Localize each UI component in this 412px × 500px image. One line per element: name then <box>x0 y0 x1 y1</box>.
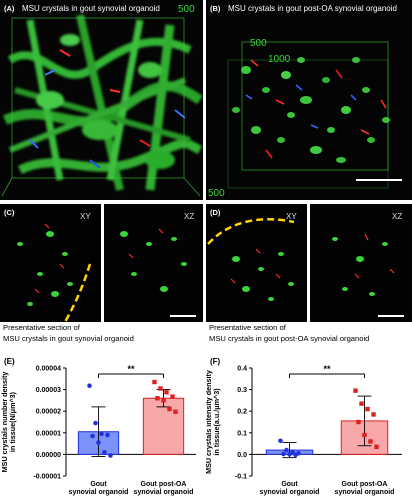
panel-c-xy-image: (C) XY <box>0 204 101 322</box>
chart-e: (E) MSU crystals number density in tissue(… <box>0 357 196 496</box>
chart-f-ylabel-line-2: in tissue(a.u./μm^3) <box>212 388 221 456</box>
chart-e-ylabel-line-1: MSU crystals number density <box>0 372 9 473</box>
panel-c-label: (C) <box>4 208 15 217</box>
chart-e-point <box>102 449 107 455</box>
panel-c-caption-line2: MSU crystals in gout synovial organoid <box>3 334 134 343</box>
chart-f-ylabel-line-1: MSU crystals intensity density <box>206 370 213 474</box>
chart-e-point <box>158 386 163 391</box>
chart-f-significance-label: ** <box>323 364 331 374</box>
panel-b-tick-1: 500 <box>250 38 267 49</box>
chart-f-ytick-label: 0.3 <box>237 387 247 394</box>
chart-e-bar-2 <box>142 397 185 455</box>
panel-d-xy-label: XY <box>286 212 297 221</box>
chart-f-point <box>353 388 358 393</box>
panel-a-microscopy <box>1 14 203 197</box>
panel-d-xz-label: XZ <box>392 212 403 221</box>
panel-b-microscopy <box>227 41 402 189</box>
panel-b-image: (B) MSU crystals in gout post-OA synovia… <box>206 0 412 200</box>
chart-f-ytick-label: 0.2 <box>237 409 247 416</box>
chart-e-ytick-label: 0.00002 <box>36 409 61 416</box>
panel-c-xy-label: XY <box>80 212 91 221</box>
chart-f-point <box>371 412 376 417</box>
chart-e-point <box>170 394 175 399</box>
panel-c-caption-line1: Presentative section of <box>3 323 80 332</box>
chart-f-point <box>374 444 379 450</box>
chart-e-point <box>99 431 104 437</box>
panel-d-caption: Presentative section of MSU crystals in … <box>209 322 369 344</box>
chart-f-category-label: synovial organoid <box>260 489 320 496</box>
chart-e-point <box>93 420 98 426</box>
chart-e-point <box>167 406 172 412</box>
chart-e-ytick-label: 0.00000 <box>36 452 61 459</box>
chart-f-point <box>365 406 370 412</box>
chart-f-ytick-label: 0.0 <box>237 452 247 459</box>
chart-e-point <box>105 432 110 438</box>
chart-f-point <box>278 438 283 444</box>
chart-e-ytick-label: 0.00004 <box>36 366 61 373</box>
chart-f-point <box>362 432 367 438</box>
panel-d-xy-microscopy <box>207 218 295 301</box>
chart-e-ytick-label: 0.00003 <box>36 387 61 394</box>
panel-c-xz-image: XZ <box>104 204 203 322</box>
chart-e-point <box>173 409 178 414</box>
chart-e-category-label: synovial organoid <box>69 489 129 496</box>
panel-b-tick-3: 500 <box>208 188 225 199</box>
chart-e-point <box>96 440 101 445</box>
panel-b-title: MSU crystals in gout post-OA synovial or… <box>228 4 397 13</box>
chart-e-point <box>87 383 92 389</box>
panel-b-tick-2: 1000 <box>268 54 291 65</box>
panel-c-caption: Presentative section of MSU crystals in … <box>3 322 134 344</box>
chart-e-point <box>152 379 157 385</box>
chart-f-category-label: synovial organoid <box>335 489 395 496</box>
panel-c-xy-microscopy <box>17 223 92 322</box>
panel-a-title: MSU crystals in gout synovial organoid <box>22 4 160 13</box>
chart-f-point <box>356 419 361 425</box>
chart-f-panel-label: (F) <box>210 357 221 366</box>
panel-d-caption-line2: MSU crystals in gout post-OA synovial or… <box>209 334 370 343</box>
chart-e-point <box>108 453 113 458</box>
panel-d-xz-image: XZ <box>310 204 412 322</box>
panel-a-image: (A) MSU crystals in gout synovial organo… <box>0 0 203 200</box>
chart-f-point <box>281 451 286 457</box>
chart-e-point <box>161 398 166 403</box>
chart-e-category-label: Gout <box>90 481 107 488</box>
panel-b-label: (B) <box>210 4 221 13</box>
chart-f-point <box>290 449 295 455</box>
chart-e-category-label: synovial organoid <box>134 489 194 496</box>
chart-f-ytick-label: 0.1 <box>237 430 247 437</box>
panel-d-xz-microscopy <box>332 233 404 317</box>
chart-e-ylabel-line-2: in tissue(N/μm^3) <box>8 391 17 452</box>
panel-a-axis-tick: 500 <box>178 4 195 15</box>
panel-c-xz-label: XZ <box>184 212 195 221</box>
chart-e-category-label: Gout post-OA <box>141 481 187 488</box>
chart-e-panel-label: (E) <box>4 357 15 366</box>
panel-d-caption-line1: Presentative section of <box>209 323 286 332</box>
chart-f-point <box>293 452 298 458</box>
chart-f-point <box>284 447 289 453</box>
chart-f-point <box>368 439 373 444</box>
chart-f-point <box>287 452 292 457</box>
chart-f-point <box>359 401 364 406</box>
panel-d-label: (D) <box>210 208 221 217</box>
chart-e-point <box>90 433 95 439</box>
chart-e-ytick-label: 0.00001 <box>36 430 61 437</box>
panel-a-label: (A) <box>4 4 15 13</box>
chart-f-category-label: Gout <box>281 481 298 488</box>
chart-f-ytick-label: 0.4 <box>237 366 247 373</box>
chart-e-point <box>164 390 169 395</box>
chart-e-significance-label: ** <box>127 364 135 374</box>
chart-e-point <box>155 396 160 401</box>
panel-c-xz-microscopy <box>120 228 196 317</box>
panel-d-xy-image: (D) XY <box>206 204 307 322</box>
chart-f-ytick-label: -0.1 <box>235 474 247 481</box>
chart-f-category-label: Gout post-OA <box>342 481 388 488</box>
chart-e-ytick-label: -0.00001 <box>33 474 61 481</box>
